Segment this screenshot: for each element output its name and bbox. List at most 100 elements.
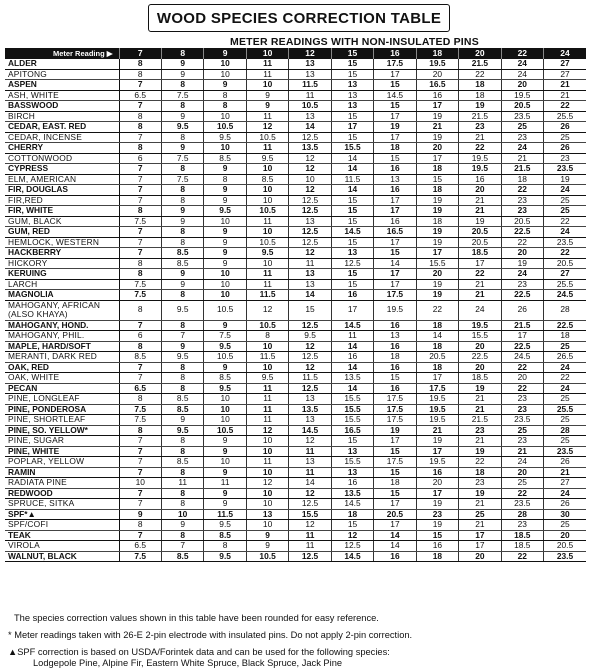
species-row: SPRUCE, SITKA 7 8 9 10 12.5 14.5 17 19 21 23.5 26: [5, 498, 586, 510]
corrected-value-cell: 11: [246, 69, 290, 80]
corrected-value-cell: 18: [416, 320, 460, 331]
species-row: REDWOOD 7 8 9 10 12 13.5 15 17 19 22 24: [5, 488, 586, 499]
corrected-value-cell: 9: [161, 69, 205, 80]
species-name: PINE, SHORTLEAF: [5, 414, 120, 426]
corrected-value-cell: 12.5: [288, 237, 332, 248]
corrected-value-cell: 8.5: [161, 258, 205, 269]
species-name: GUM, RED: [5, 226, 120, 238]
corrected-value-cell: 7: [119, 247, 162, 259]
corrected-value-cell: 7: [119, 446, 162, 457]
corrected-value-cell: 18: [543, 330, 586, 342]
corrected-value-cell: 19.5: [501, 90, 545, 101]
corrected-value-cell: 19: [458, 383, 502, 394]
corrected-value-cell: 21: [458, 289, 502, 301]
corrected-value-cell: 26: [543, 142, 586, 154]
corrected-value-cell: 6: [119, 330, 162, 342]
corrected-value-cell: 19.5: [373, 300, 417, 321]
corrected-value-cell: 11: [288, 90, 332, 101]
corrected-value-cell: 8: [161, 498, 205, 510]
corrected-value-cell: 14: [331, 362, 375, 373]
corrected-value-cell: 21: [458, 205, 502, 217]
corrected-value-cell: 18: [416, 551, 460, 562]
corrected-value-cell: 13.5: [331, 372, 375, 384]
corrected-value-cell: 24: [501, 456, 545, 468]
corrected-value-cell: 12: [288, 163, 332, 175]
corrected-value-cell: 19: [373, 121, 417, 133]
corrected-value-cell: 14: [288, 477, 332, 489]
corrected-value-cell: 16: [373, 216, 417, 227]
species-name: MAHOGANY, HOND.: [5, 320, 120, 331]
corrected-value-cell: 11.5: [246, 289, 290, 301]
species-name: MAGNOLIA: [5, 289, 120, 301]
corrected-value-cell: 10: [246, 341, 290, 352]
corrected-value-cell: 19: [458, 216, 502, 227]
corrected-value-cell: 7.5: [119, 414, 162, 426]
corrected-value-cell: 11: [246, 414, 290, 426]
corrected-value-cell: 19.5: [458, 153, 502, 164]
corrected-value-cell: 21: [543, 467, 586, 478]
corrected-value-cell: 15.5: [458, 330, 502, 342]
corrected-value-cell: 22: [458, 142, 502, 154]
species-row: RAMIN 7 8 9 10 11 13 15 16 18 20 21: [5, 467, 586, 478]
corrected-value-cell: 23.5: [543, 163, 586, 175]
corrected-value-cell: 12: [288, 341, 332, 352]
corrected-value-cell: 9: [203, 362, 247, 373]
corrected-value-cell: 22.5: [543, 320, 586, 331]
corrected-value-cell: 10: [246, 362, 290, 373]
corrected-value-cell: 22: [501, 551, 545, 562]
species-row: MAHOGANY, AFRICAN (ALSO KHAYA) 8 9.5 10.5 12…: [5, 300, 586, 321]
corrected-value-cell: 7: [119, 132, 162, 143]
corrected-value-cell: 9: [119, 509, 162, 520]
corrected-value-cell: 7: [161, 330, 205, 342]
corrected-value-cell: 19: [416, 435, 460, 447]
corrected-value-cell: 13: [288, 393, 332, 405]
corrected-value-cell: 13: [373, 330, 417, 342]
corrected-value-cell: 8: [119, 341, 162, 352]
corrected-value-cell: 7: [119, 435, 162, 447]
corrected-value-cell: 20: [501, 372, 545, 384]
column-group-heading: METER READINGS WITH NON-INSULATED PINS: [230, 36, 479, 48]
corrected-value-cell: 17: [373, 195, 417, 206]
meter-reading-column-header: 16: [373, 48, 417, 59]
corrected-value-cell: 21.5: [458, 58, 502, 70]
corrected-value-cell: 19: [416, 519, 460, 531]
species-row: MAPLE, HARD/SOFT 8 9 9.5 10 12 14 16 18 20 22.5 25: [5, 341, 586, 352]
corrected-value-cell: 9: [203, 184, 247, 196]
corrected-value-cell: 17: [416, 247, 460, 259]
species-row: PINE, WHITE 7 8 9 10 11 13 15 17 19 21 23.5: [5, 446, 586, 457]
corrected-value-cell: 24: [458, 300, 502, 321]
corrected-value-cell: 7: [119, 467, 162, 478]
species-name: FIR,RED: [5, 195, 120, 206]
species-row: HACKBERRY 7 8.5 9 9.5 12 13 15 17 18.5 20 22: [5, 247, 586, 259]
corrected-value-cell: 13: [288, 414, 332, 426]
corrected-value-cell: 8: [203, 174, 247, 185]
corrected-value-cell: 13: [288, 268, 332, 280]
corrected-value-cell: 27: [543, 69, 586, 80]
corrected-value-cell: 19: [373, 425, 417, 436]
corrected-value-cell: 16: [416, 467, 460, 478]
corrected-value-cell: 7: [119, 79, 162, 91]
corrected-value-cell: 10.5: [246, 132, 290, 143]
corrected-value-cell: 8: [161, 383, 205, 394]
corrected-value-cell: 17: [458, 258, 502, 269]
corrected-value-cell: 20.5: [543, 540, 586, 552]
meter-reading-column-header: 20: [458, 48, 502, 59]
corrected-value-cell: 19.5: [416, 58, 460, 70]
corrected-value-cell: 22.5: [501, 226, 545, 238]
corrected-value-cell: 17: [373, 268, 417, 280]
corrected-value-cell: 10: [246, 79, 290, 91]
corrected-value-cell: 8.5: [246, 174, 290, 185]
species-name: OAK, RED: [5, 362, 120, 373]
corrected-value-cell: 11: [246, 456, 290, 468]
corrected-value-cell: 21.5: [458, 111, 502, 122]
corrected-value-cell: 8: [161, 320, 205, 331]
species-row: ALDER 8 9 10 11 13 15 17.5 19.5 21.5 24 27: [5, 58, 586, 70]
corrected-value-cell: 16: [416, 540, 460, 552]
corrected-value-cell: 16: [373, 551, 417, 562]
corrected-value-cell: 16: [373, 320, 417, 331]
species-row: LARCH 7.5 9 10 11 13 15 17 19 21 23 25.5: [5, 279, 586, 290]
corrected-value-cell: 12.5: [288, 320, 332, 331]
species-row: VIROLA 6.5 7 8 9 11 12.5 14 16 17 18.5 20.5: [5, 540, 586, 552]
corrected-value-cell: 25.5: [543, 279, 586, 290]
corrected-value-cell: 11: [246, 142, 290, 154]
